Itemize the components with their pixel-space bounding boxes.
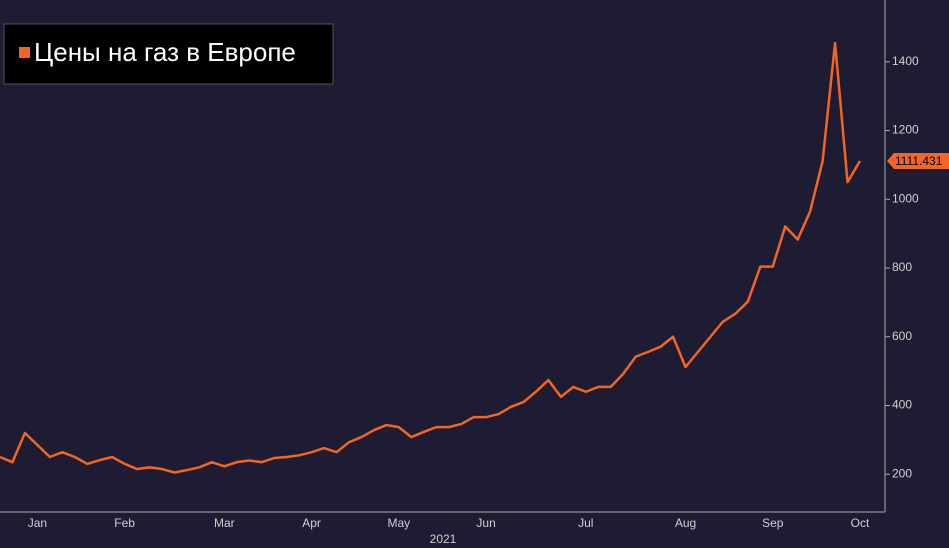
- x-tick-label: Jan: [28, 516, 47, 530]
- last-value-tag: [887, 153, 949, 170]
- y-tick-label: 800: [892, 260, 912, 274]
- y-tick-label: 600: [892, 329, 912, 343]
- y-tick-label: 200: [892, 466, 912, 480]
- y-tick-label: 1200: [892, 123, 919, 137]
- legend-label: Цены на газ в Европе: [34, 37, 296, 67]
- y-tick-label: 1000: [892, 191, 919, 205]
- legend-swatch: [19, 47, 30, 58]
- x-tick-label: Mar: [214, 516, 235, 530]
- x-tick-label: Feb: [114, 516, 135, 530]
- legend-box: [3, 23, 334, 85]
- x-tick-label: Sep: [762, 516, 784, 530]
- y-tick-label: 1400: [892, 54, 919, 68]
- x-axis-label: 2021: [430, 532, 457, 546]
- price-line: [0, 41, 862, 474]
- x-tick-label: Aug: [675, 516, 696, 530]
- x-tick-label: Jul: [578, 516, 593, 530]
- last-value-label: 1111.431: [895, 154, 943, 168]
- y-tick-label: 400: [892, 398, 912, 412]
- x-tick-label: Jun: [476, 516, 495, 530]
- x-tick-label: Apr: [302, 516, 321, 530]
- x-tick-label: May: [388, 516, 411, 530]
- x-tick-label: Oct: [851, 516, 870, 530]
